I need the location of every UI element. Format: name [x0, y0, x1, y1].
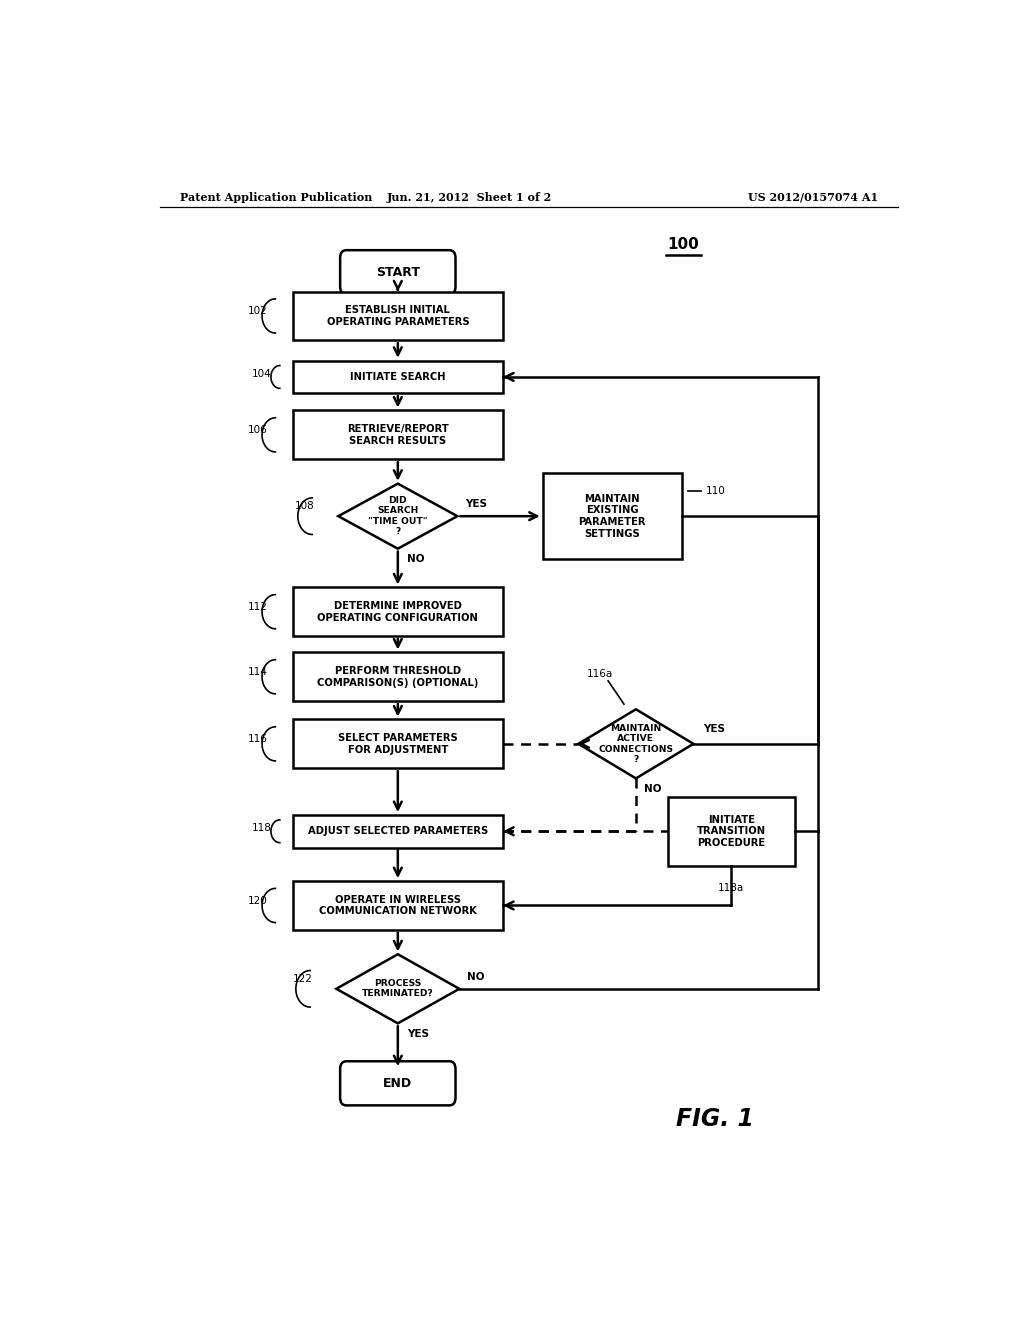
FancyBboxPatch shape [340, 1061, 456, 1105]
Text: 120: 120 [248, 895, 267, 906]
Polygon shape [336, 954, 460, 1023]
Text: END: END [383, 1077, 413, 1090]
Bar [293, 880, 503, 929]
Text: SELECT PARAMETERS
FOR ADJUSTMENT: SELECT PARAMETERS FOR ADJUSTMENT [338, 733, 458, 755]
Bar [293, 719, 503, 768]
Text: PERFORM THRESHOLD
COMPARISON(S) (OPTIONAL): PERFORM THRESHOLD COMPARISON(S) (OPTIONA… [317, 667, 478, 688]
Text: NO: NO [408, 554, 425, 564]
Bar [293, 587, 503, 636]
Bar [293, 652, 503, 701]
Text: Patent Application Publication: Patent Application Publication [179, 191, 372, 202]
Text: 122: 122 [293, 974, 312, 983]
Text: NO: NO [467, 972, 484, 982]
Text: INITIATE SEARCH: INITIATE SEARCH [350, 372, 445, 381]
Bar [293, 292, 503, 341]
Text: DETERMINE IMPROVED
OPERATING CONFIGURATION: DETERMINE IMPROVED OPERATING CONFIGURATI… [317, 601, 478, 623]
Text: INITIATE
TRANSITION
PROCEDURE: INITIATE TRANSITION PROCEDURE [696, 814, 766, 847]
Text: 108: 108 [295, 502, 314, 511]
Bar [543, 474, 682, 558]
Text: PROCESS
TERMINATED?: PROCESS TERMINATED? [361, 979, 434, 998]
Text: YES: YES [465, 499, 487, 510]
Text: 116a: 116a [587, 669, 613, 678]
FancyBboxPatch shape [340, 251, 456, 294]
Text: 114: 114 [248, 667, 267, 677]
Text: OPERATE IN WIRELESS
COMMUNICATION NETWORK: OPERATE IN WIRELESS COMMUNICATION NETWOR… [318, 895, 477, 916]
Text: US 2012/0157074 A1: US 2012/0157074 A1 [748, 191, 878, 202]
Text: FIG. 1: FIG. 1 [676, 1107, 755, 1131]
Text: ESTABLISH INITIAL
OPERATING PARAMETERS: ESTABLISH INITIAL OPERATING PARAMETERS [327, 305, 469, 327]
Text: 112: 112 [248, 602, 267, 612]
Text: RETRIEVE/REPORT
SEARCH RESULTS: RETRIEVE/REPORT SEARCH RESULTS [347, 424, 449, 446]
Text: MAINTAIN
ACTIVE
CONNECTIONS
?: MAINTAIN ACTIVE CONNECTIONS ? [598, 723, 674, 764]
Bar [293, 411, 503, 459]
Text: 116: 116 [248, 734, 267, 744]
Text: DID
SEARCH
"TIME OUT"
?: DID SEARCH "TIME OUT" ? [368, 496, 428, 536]
Text: YES: YES [408, 1028, 429, 1039]
Text: MAINTAIN
EXISTING
PARAMETER
SETTINGS: MAINTAIN EXISTING PARAMETER SETTINGS [579, 494, 646, 539]
Bar [293, 360, 503, 393]
Text: 118: 118 [252, 822, 272, 833]
Text: YES: YES [702, 723, 725, 734]
Text: 110: 110 [706, 486, 725, 496]
Bar [668, 797, 795, 866]
Text: 104: 104 [252, 368, 272, 379]
Text: ADJUST SELECTED PARAMETERS: ADJUST SELECTED PARAMETERS [307, 826, 488, 837]
Bar [293, 814, 503, 847]
Text: START: START [376, 265, 420, 279]
Text: 118a: 118a [718, 883, 744, 894]
Polygon shape [338, 483, 458, 549]
Text: Jun. 21, 2012  Sheet 1 of 2: Jun. 21, 2012 Sheet 1 of 2 [387, 191, 552, 202]
Text: NO: NO [644, 784, 662, 793]
Text: 106: 106 [248, 425, 267, 436]
Text: 100: 100 [668, 236, 699, 252]
Polygon shape [579, 709, 693, 779]
Text: 102: 102 [248, 306, 267, 315]
